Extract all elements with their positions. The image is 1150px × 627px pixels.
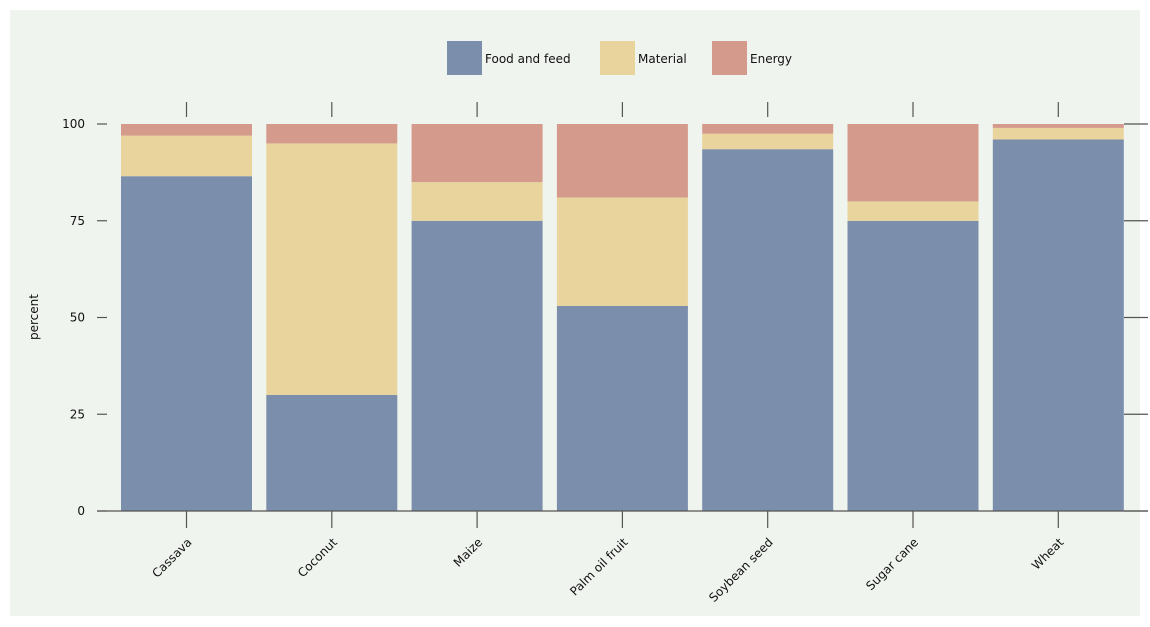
bar-segment	[266, 143, 398, 395]
y-tick-label: 100	[62, 117, 85, 131]
bar-segment	[992, 124, 1124, 128]
legend-swatch	[600, 41, 635, 75]
bar-segment	[992, 127, 1124, 140]
y-tick-label: 0	[77, 504, 85, 518]
bar-segment	[847, 124, 979, 202]
bars-layer	[121, 124, 1124, 512]
legend-swatch	[712, 41, 747, 75]
bar-segment	[411, 124, 543, 183]
bar-segment	[266, 394, 398, 511]
bar-segment	[556, 305, 688, 511]
bar-segment	[411, 220, 543, 512]
legend-label: Energy	[750, 52, 792, 66]
legend-label: Food and feed	[485, 52, 571, 66]
bar-segment	[556, 124, 688, 198]
bar-segment	[702, 133, 834, 150]
y-tick-label: 50	[70, 311, 85, 325]
bar-segment	[556, 197, 688, 306]
bar-segment	[266, 124, 398, 144]
legend: Food and feed Material Energy	[447, 41, 792, 75]
bar-segment	[847, 220, 979, 512]
bar-segment	[992, 139, 1124, 511]
bar-segment	[121, 124, 252, 136]
bar-segment	[411, 182, 543, 221]
bar-segment	[121, 176, 252, 511]
bar-segment	[121, 135, 252, 177]
bar-segment	[702, 149, 834, 511]
y-tick-label: 75	[70, 214, 85, 228]
y-axis-label: percent	[27, 294, 41, 340]
bar-segment	[702, 124, 834, 134]
bar-segment	[847, 201, 979, 221]
y-tick-label: 25	[70, 407, 85, 421]
legend-label: Material	[638, 52, 687, 66]
legend-swatch	[447, 41, 482, 75]
